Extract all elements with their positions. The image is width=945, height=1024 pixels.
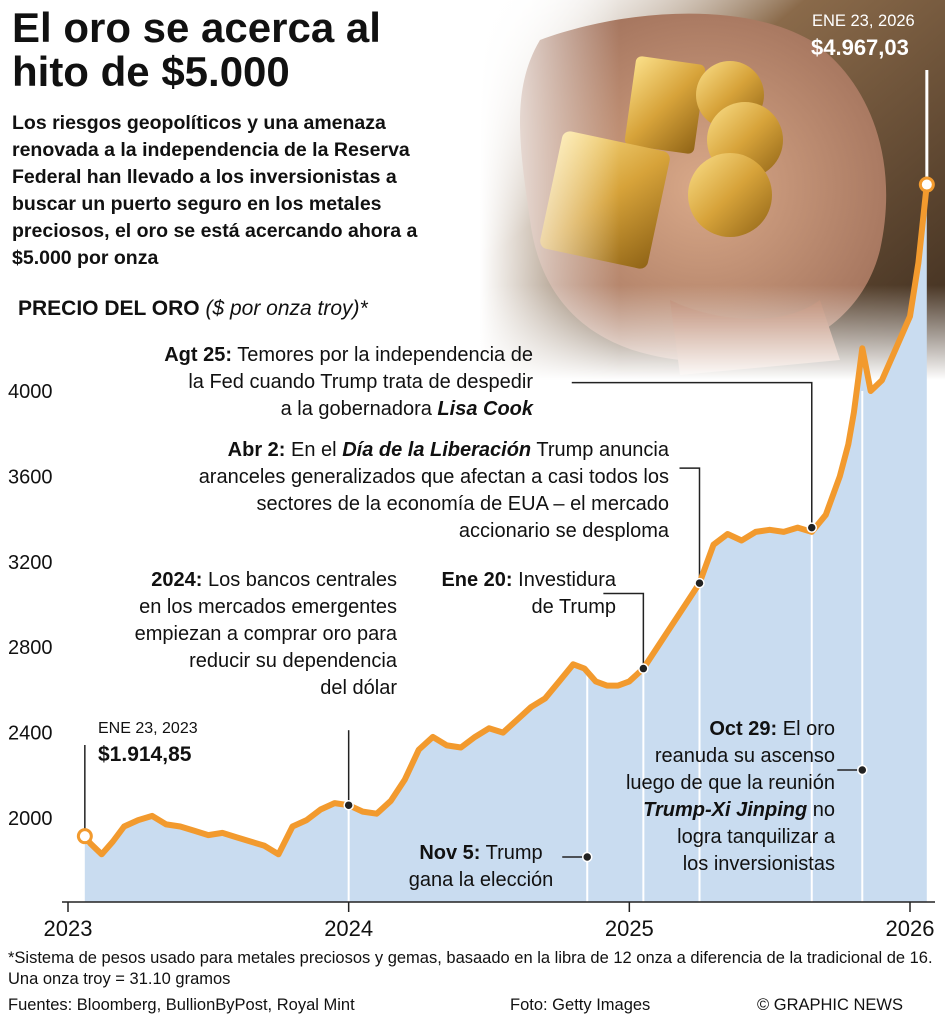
y2024-line5: del dólar [320, 677, 397, 699]
agt25-line3: a la gobernadora [280, 398, 432, 420]
x-axis: 2023 2024 2025 2026 [44, 902, 935, 941]
oct29-line5: logra tanquilizar a [677, 826, 835, 848]
chart-heading-bold: PRECIO DEL ORO [18, 297, 200, 320]
abr2-line1a: En el [291, 439, 337, 461]
y-tick-label-1: 2400 [8, 723, 53, 745]
start-date-label: ENE 23, 2023 [98, 720, 198, 737]
x-tick-label-3: 2026 [886, 916, 935, 941]
agt25-date: Agt 25: [164, 344, 233, 366]
intro-text: Los riesgos geopolíticos y una amenaza r… [12, 112, 418, 269]
y-tick-label-2: 2800 [8, 637, 53, 659]
copyright: © GRAPHIC NEWS [757, 996, 904, 1014]
leader-line-5 [571, 381, 813, 528]
nov5-line1: Trump [485, 842, 543, 864]
y-tick-label-4: 3600 [8, 466, 53, 488]
agt25-line2: la Fed cuando Trump trata de despedir [188, 371, 533, 393]
annotation-agt25: Agt 25: Temores por la independencia de … [164, 342, 533, 423]
annotation-abr2: Abr 2: En el Día de la Liberación Trump … [199, 437, 669, 545]
end-marker-7 [918, 176, 935, 193]
y-tick-label-0: 2000 [8, 808, 53, 830]
x-tick-label-1: 2024 [324, 916, 373, 941]
annotation-nov5: Nov 5: Trump gana la elección [392, 840, 570, 894]
annotation-2024: 2024: Los bancos centrales en los mercad… [135, 567, 397, 702]
start-value-label: $1.914,85 [98, 743, 192, 766]
x-tick-label-2: 2025 [605, 916, 654, 941]
ene20-date: Ene 20: [441, 569, 513, 591]
event-marker-6 [857, 764, 868, 776]
x-tick-label-0: 2023 [44, 916, 93, 941]
agt25-line1: Temores por la independencia de [237, 344, 533, 366]
event-marker-5 [806, 522, 818, 533]
y2024-line2: en los mercados emergentes [139, 596, 397, 618]
nov5-date: Nov 5: [419, 842, 481, 864]
y2024-line3: empiezan a comprar oro para [134, 623, 397, 645]
oct29-line1: El oro [782, 718, 835, 740]
y2024-date: 2024: [151, 569, 203, 591]
price-area [84, 184, 927, 902]
y2024-line4: reducir su dependencia [189, 650, 397, 672]
annotation-ene20: Ene 20: Investidura de Trump [441, 567, 616, 621]
oct29-line6: los inversionistas [682, 853, 835, 875]
gold-photo [480, 0, 945, 380]
abr2-name: Día de la Liberación [342, 439, 532, 461]
chart-heading: PRECIO DEL ORO ($ por onza troy)* [18, 297, 368, 321]
oct29-line4b: no [812, 799, 835, 821]
page-title: El oro se acerca al hito de $5.000 [12, 6, 532, 94]
y-tick-label-3: 3200 [8, 552, 53, 574]
ene20-line1: Investidura [518, 569, 616, 591]
oct29-name: Trump-Xi Jinping [643, 799, 808, 821]
y-axis: 2000 2400 2800 3200 3600 4000 [8, 381, 53, 830]
abr2-line1b: Trump anuncia [536, 439, 669, 461]
title-line-1: El oro se acerca al [12, 4, 381, 51]
oct29-line3: luego de que la reunión [625, 772, 835, 794]
title-line-2: hito de $5.000 [12, 48, 290, 95]
end-value-label: $4.967,03 [811, 35, 909, 60]
abr2-date: Abr 2: [227, 439, 286, 461]
sources: Fuentes: Bloomberg, BullionByPost, Royal… [8, 996, 355, 1014]
annotation-markers [76, 176, 935, 863]
photo-credit: Foto: Getty Images [510, 996, 651, 1014]
abr2-line2: aranceles generalizados que afectan a ca… [198, 466, 669, 488]
y2024-line1: Los bancos centrales [207, 569, 397, 591]
oct29-line2: reanuda su ascenso [654, 745, 835, 767]
abr2-line3: sectores de la economía de EUA – el merc… [256, 493, 669, 515]
y-tick-label-5: 4000 [8, 381, 53, 403]
annotation-oct29: Oct 29: El oro reanuda su ascenso luego … [626, 716, 835, 878]
end-marker-0 [76, 828, 93, 845]
ene20-line2: de Trump [531, 596, 616, 618]
leader-line-3 [603, 592, 645, 669]
agt25-name: Lisa Cook [437, 398, 533, 420]
annotation-guides [84, 70, 929, 902]
event-marker-2 [581, 851, 593, 863]
chart-heading-unit: ($ por onza troy)* [205, 297, 368, 320]
leader-line-4 [679, 467, 701, 584]
oct29-date: Oct 29: [709, 718, 778, 740]
footnote: *Sistema de pesos usado para metales pre… [8, 949, 933, 988]
end-date-label: ENE 23, 2026 [812, 12, 915, 30]
event-marker-4 [694, 577, 705, 589]
event-marker-1 [343, 799, 354, 811]
event-marker-3 [638, 663, 649, 674]
abr2-line4: accionario se desploma [458, 520, 669, 542]
nov5-line2: gana la elección [408, 869, 554, 891]
